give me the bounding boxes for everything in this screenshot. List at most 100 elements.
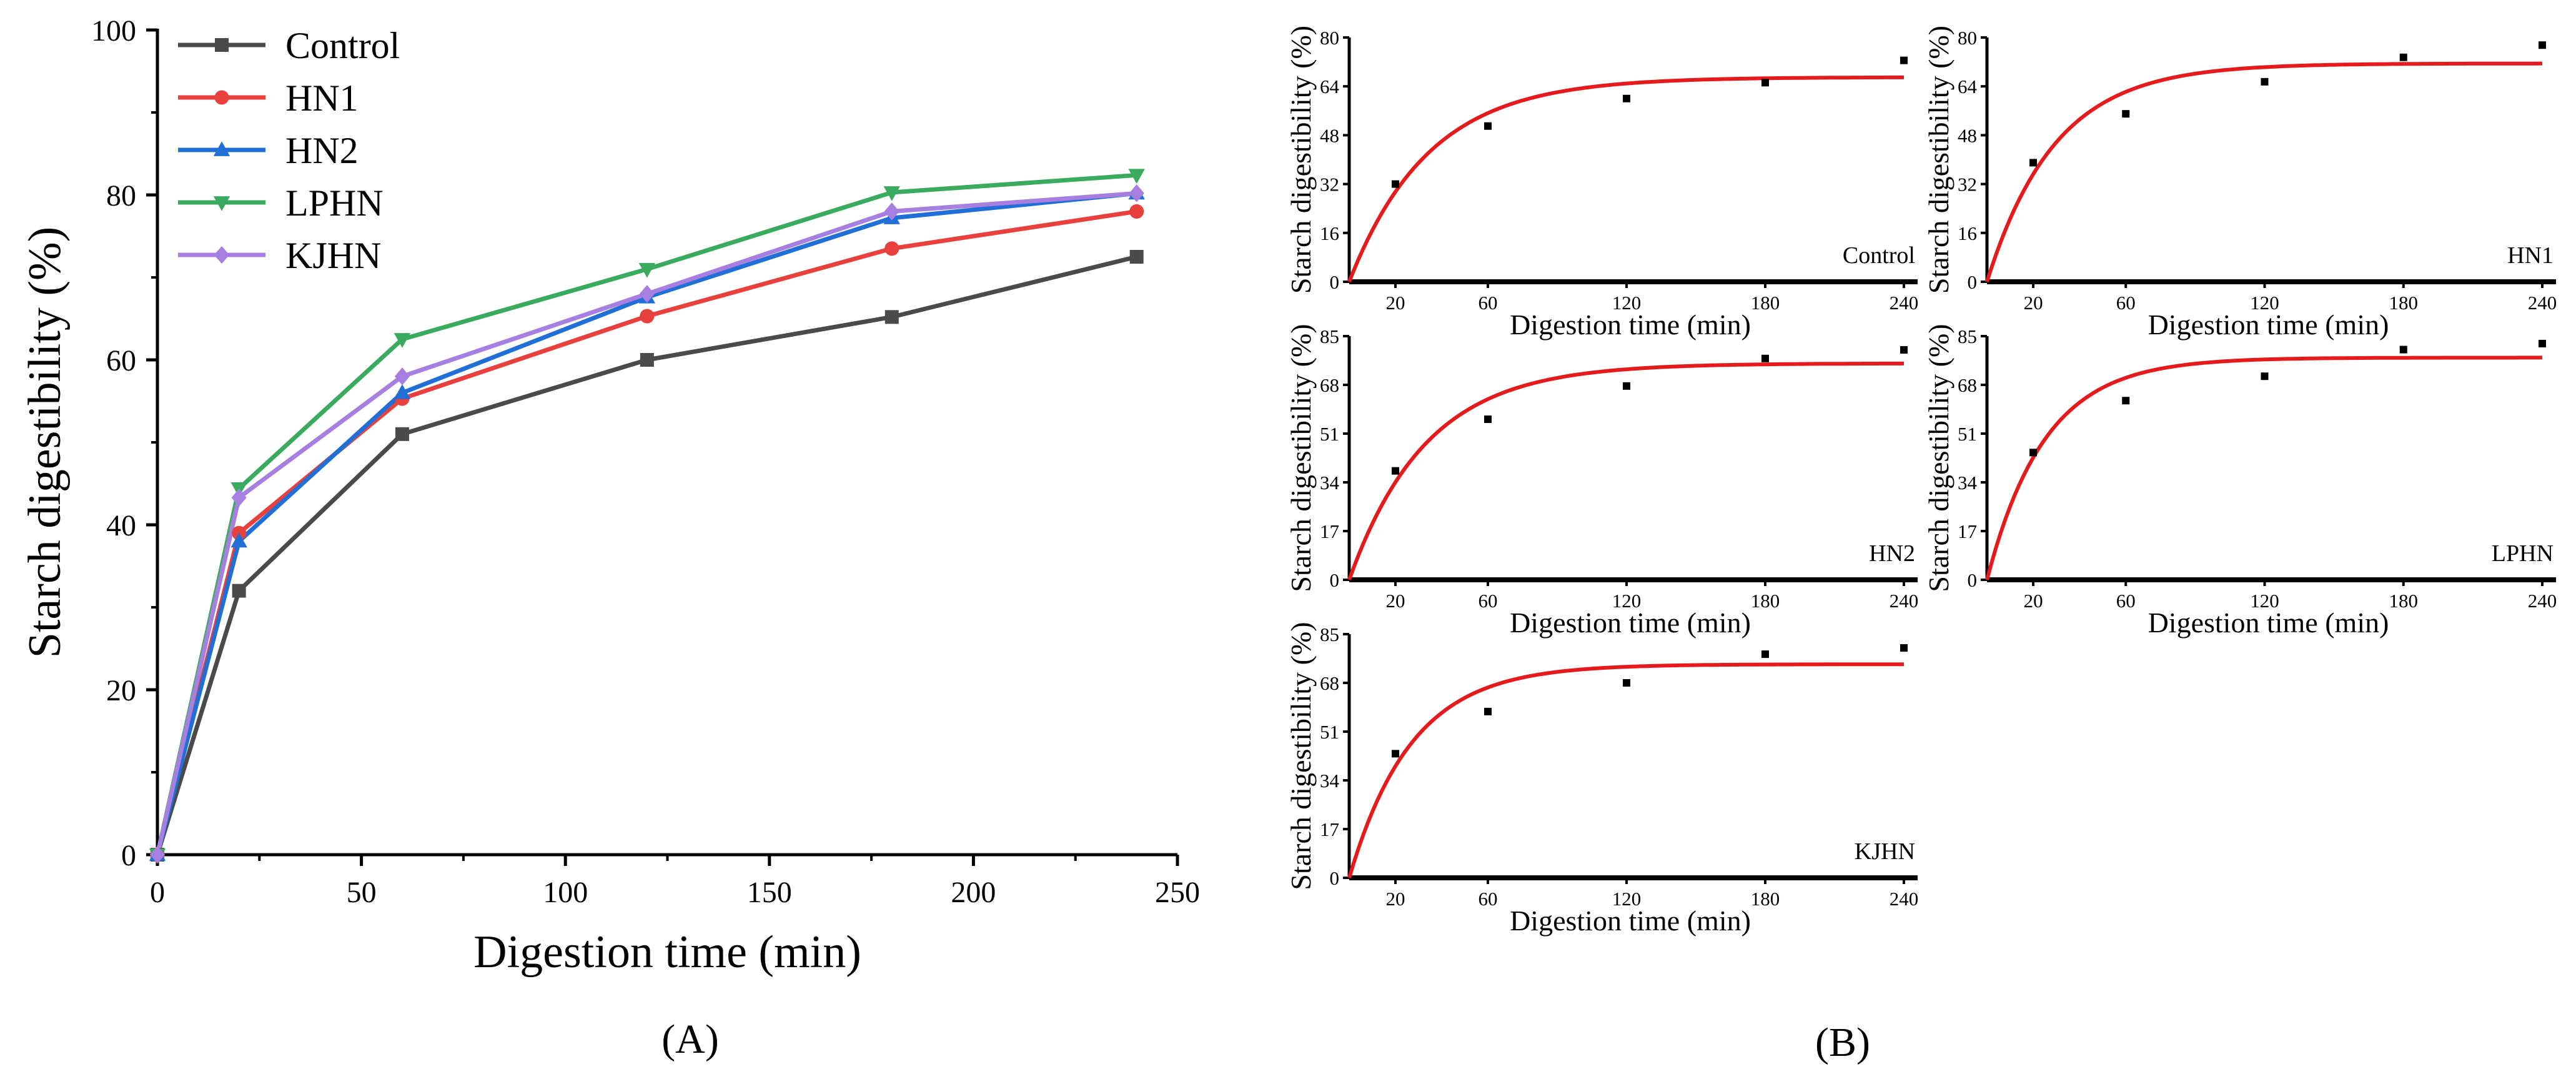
b-kjhn-x-tick-label: 20 [1386, 888, 1405, 910]
b-kjhn-point [1392, 750, 1399, 758]
b-hn1-point [2539, 41, 2546, 49]
b-hn2-x-tick-label: 120 [1612, 590, 1642, 612]
a-y-tick-label: 80 [106, 179, 136, 212]
b-hn2-point [1392, 467, 1399, 475]
a-point-control [232, 584, 246, 598]
a-point-control [640, 353, 654, 367]
a-point-kjhn [639, 285, 655, 303]
b-lphn-x-tick-label: 240 [2528, 590, 2557, 612]
b-kjhn-point [1761, 650, 1769, 659]
b-kjhn-point [1623, 679, 1630, 687]
b-kjhn-y-tick-label: 51 [1320, 721, 1339, 743]
b-hn2-x-tick-label: 20 [1386, 590, 1405, 612]
b-hn1-point [2029, 159, 2038, 167]
b-control-point [1392, 180, 1399, 188]
b-control-x-tick-label: 120 [1612, 292, 1642, 314]
b-kjhn-x-tick-label: 120 [1612, 888, 1642, 910]
b-kjhn-y-tick-label: 85 [1320, 624, 1339, 645]
a-point-lphn [394, 333, 411, 348]
b-control-x-tick-label: 240 [1890, 292, 1919, 314]
b-control-x-tick-label: 60 [1479, 292, 1498, 314]
b-control-x-tick-label: 180 [1751, 292, 1780, 314]
b-lphn-y-axis-label: Starch digestibility (%) [1923, 324, 1954, 592]
b-hn2-point [1900, 346, 1908, 354]
a-legend-label-lphn: LPHN [285, 182, 384, 224]
b-kjhn-y-tick-label: 68 [1320, 672, 1339, 694]
b-control-y-tick-label: 80 [1320, 27, 1339, 49]
b-control-y-axis-label: Starch digestibility (%) [1285, 26, 1317, 294]
a-legend-label-kjhn: KJHN [285, 235, 381, 276]
b-kjhn-sample-label: KJHN [1855, 838, 1915, 865]
b-hn2-x-tick-label: 180 [1751, 590, 1780, 612]
a-point-hn2 [394, 384, 411, 399]
a-legend-marker-hn2 [213, 141, 230, 156]
a-x-tick-label: 100 [543, 876, 588, 909]
b-lphn-point [2122, 397, 2130, 405]
a-series-line-hn2 [155, 191, 1137, 855]
b-lphn-point [2029, 449, 2038, 457]
b-control-sample-label: Control [1843, 242, 1915, 269]
b-lphn-x-tick-label: 120 [2250, 590, 2279, 612]
b-hn1-fit-curve [1985, 61, 2543, 282]
b-lphn-x-axis-label: Digestion time (min) [2148, 607, 2389, 639]
b-hn1-y-tick-label: 48 [1958, 124, 1977, 146]
b-hn2-y-tick-label: 51 [1320, 423, 1339, 445]
b-hn1-y-tick-label: 80 [1958, 27, 1977, 49]
b-hn1-x-tick-label: 180 [2389, 292, 2419, 314]
a-point-kjhn [1129, 184, 1144, 202]
b-lphn-y-tick-label: 17 [1958, 520, 1977, 542]
a-x-tick-label: 250 [1155, 876, 1200, 909]
b-lphn-y-tick-label: 34 [1958, 472, 1978, 494]
a-legend-label-hn1: HN1 [285, 77, 359, 119]
b-hn2-y-tick-label: 34 [1320, 472, 1340, 494]
a-point-lphn [883, 186, 900, 201]
b-hn2-y-tick-label: 17 [1320, 520, 1339, 542]
a-series-line-control [155, 254, 1137, 856]
panel-label-b: (B) [1815, 1020, 1870, 1065]
a-legend-marker-lphn [213, 196, 230, 211]
b-lphn-point [2261, 372, 2269, 380]
b-lphn-fit-curve [1985, 356, 2542, 580]
b-hn1-x-tick-label: 120 [2250, 292, 2279, 314]
a-y-tick-label: 60 [106, 344, 136, 377]
b-lphn-y-tick-label: 51 [1958, 423, 1977, 445]
b-kjhn-fit-curve [1347, 662, 1904, 878]
a-y-tick-label: 0 [121, 839, 136, 872]
b-hn1-point [2122, 110, 2130, 118]
b-control-x-tick-label: 20 [1386, 292, 1405, 314]
b-control-fit-curve [1347, 75, 1905, 283]
b-control-y-tick-label: 0 [1330, 271, 1340, 293]
a-point-lphn [1128, 169, 1145, 184]
b-kjhn-y-tick-label: 34 [1320, 770, 1340, 792]
b-hn2-fit-curve [1347, 361, 1905, 581]
b-lphn-y-tick-label: 0 [1968, 569, 1978, 591]
b-hn2-x-tick-label: 240 [1890, 590, 1919, 612]
a-x-axis-label: Digestion time (min) [473, 927, 861, 978]
b-hn2-y-axis-label: Starch digestibility (%) [1285, 324, 1317, 592]
b-hn1-x-tick-label: 60 [2116, 292, 2136, 314]
b-hn1-x-tick-label: 240 [2528, 292, 2557, 314]
a-legend-label-hn2: HN2 [285, 130, 359, 171]
a-x-tick-label: 150 [747, 876, 792, 909]
a-point-hn1 [884, 241, 899, 256]
b-control-point [1761, 79, 1769, 87]
b-kjhn-y-axis-label: Starch digestibility (%) [1285, 622, 1317, 890]
a-y-tick-label: 100 [91, 14, 136, 47]
a-point-control [395, 427, 409, 441]
b-lphn-x-tick-label: 60 [2116, 590, 2136, 612]
a-legend-marker-control [215, 38, 229, 52]
b-hn2-y-tick-label: 0 [1330, 569, 1340, 591]
b-kjhn-y-tick-label: 17 [1320, 818, 1339, 840]
a-point-control [884, 310, 899, 324]
panel-label-a: (A) [661, 1017, 719, 1062]
b-hn2-y-tick-label: 68 [1320, 374, 1339, 396]
b-chart-hn1: 0 16 32 48 64 80 20 60 120 180 240 Digestion time (… [1923, 26, 2557, 341]
a-x-tick-label: 0 [150, 876, 165, 909]
a-point-lphn [638, 262, 656, 278]
b-kjhn-point [1900, 644, 1908, 652]
b-control-point [1623, 94, 1630, 102]
a-x-tick-label: 50 [347, 876, 377, 909]
a-series-line-kjhn [155, 191, 1137, 855]
b-kjhn-point [1484, 707, 1492, 715]
